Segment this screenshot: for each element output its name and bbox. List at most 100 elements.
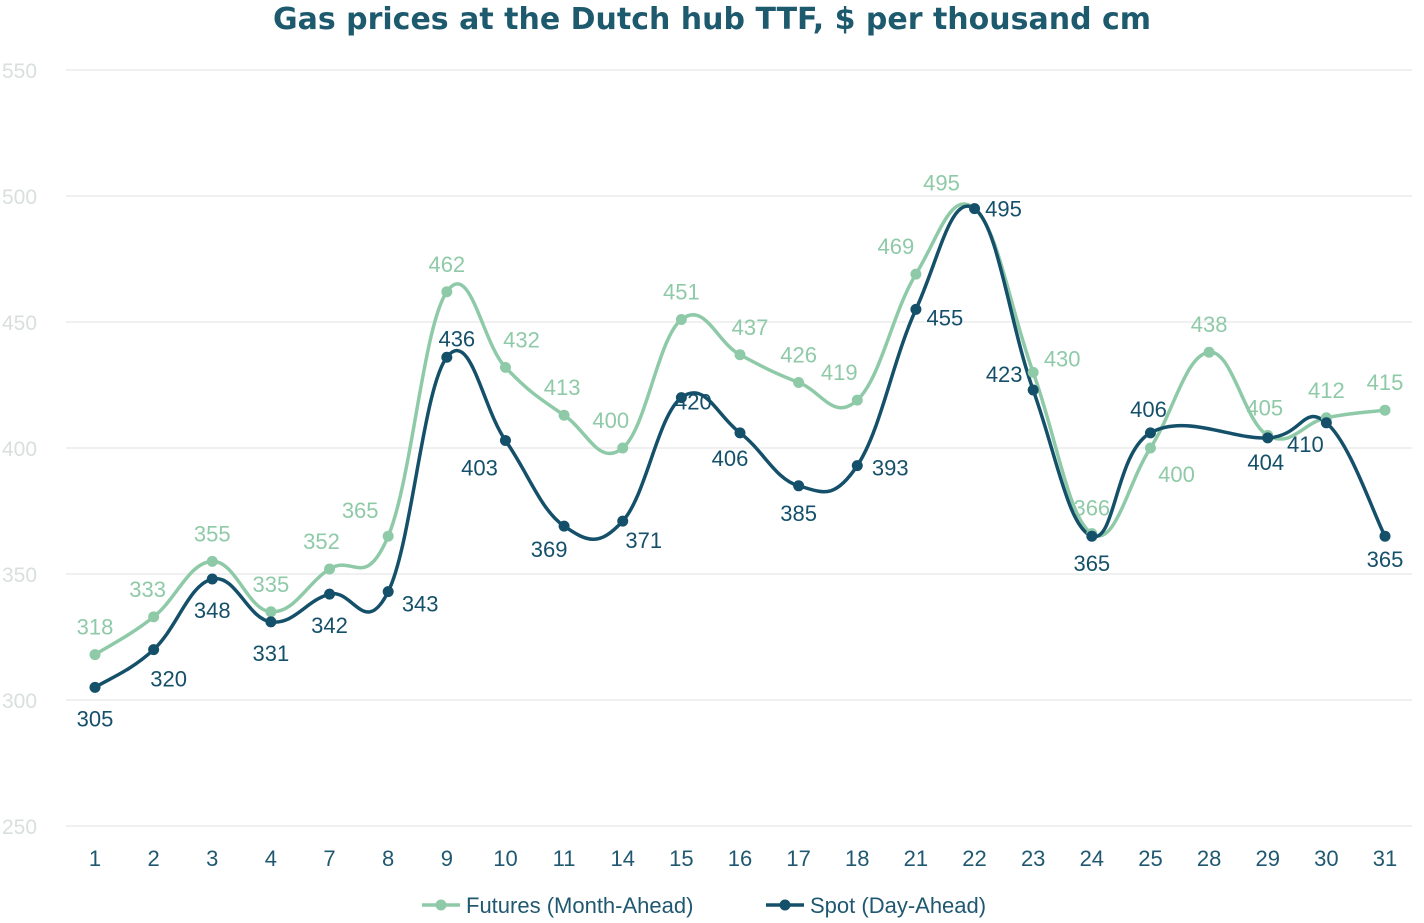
- data-point: [1027, 384, 1039, 396]
- data-label: 320: [150, 667, 187, 692]
- data-point: [1379, 404, 1391, 416]
- x-tick-label: 10: [493, 846, 517, 871]
- data-point: [734, 427, 746, 439]
- x-tick-label: 24: [1080, 846, 1104, 871]
- data-point: [206, 555, 218, 567]
- data-label: 419: [821, 360, 858, 385]
- x-tick-label: 4: [265, 846, 277, 871]
- data-label: 437: [732, 315, 769, 340]
- data-label: 412: [1308, 378, 1345, 403]
- x-tick-label: 23: [1021, 846, 1045, 871]
- data-label: 455: [927, 305, 964, 330]
- x-tick-label: 18: [845, 846, 869, 871]
- data-label: 410: [1287, 432, 1324, 457]
- data-label: 369: [531, 537, 568, 562]
- data-point: [617, 442, 629, 454]
- x-tick-label: 28: [1197, 846, 1221, 871]
- x-tick-label: 31: [1373, 846, 1397, 871]
- data-label: 355: [194, 521, 231, 546]
- data-point: [793, 480, 805, 492]
- y-tick-label: 250: [2, 816, 37, 839]
- x-tick-label: 25: [1138, 846, 1162, 871]
- data-label: 366: [1073, 496, 1110, 521]
- data-label: 406: [1130, 397, 1167, 422]
- data-label: 365: [1367, 547, 1404, 572]
- data-label: 393: [872, 456, 909, 481]
- data-label: 318: [77, 615, 114, 640]
- y-tick-label: 400: [2, 438, 37, 461]
- data-label: 426: [780, 342, 817, 367]
- y-tick-label: 550: [2, 60, 37, 83]
- legend-swatch-marker: [779, 899, 791, 911]
- data-point: [617, 515, 629, 527]
- data-point: [851, 394, 863, 406]
- x-tick-label: 9: [441, 846, 453, 871]
- data-label: 348: [194, 598, 231, 623]
- x-tick-label: 11: [553, 846, 576, 871]
- x-tick-label: 21: [904, 846, 928, 871]
- data-point: [206, 573, 218, 585]
- x-tick-label: 16: [728, 846, 752, 871]
- data-point: [265, 606, 277, 618]
- data-label: 406: [712, 446, 749, 471]
- data-label: 413: [544, 375, 581, 400]
- legend-entry: Futures (Month-Ahead): [466, 893, 693, 918]
- data-label: 430: [1044, 346, 1081, 371]
- y-tick-label: 300: [2, 690, 37, 713]
- data-label: 385: [780, 501, 817, 526]
- data-label: 365: [342, 498, 379, 523]
- data-label: 365: [1073, 551, 1110, 576]
- x-tick-label: 7: [323, 846, 335, 871]
- data-point: [1144, 427, 1156, 439]
- x-tick-label: 2: [148, 846, 160, 871]
- data-point: [1203, 346, 1215, 358]
- x-tick-label: 30: [1314, 846, 1338, 871]
- data-point: [675, 392, 687, 404]
- data-point: [1320, 417, 1332, 429]
- x-tick-label: 22: [962, 846, 986, 871]
- data-point: [558, 409, 570, 421]
- legend-swatch-marker: [435, 899, 447, 911]
- data-point: [382, 586, 394, 598]
- data-point: [1262, 432, 1274, 444]
- data-point: [441, 351, 453, 363]
- data-point: [89, 649, 101, 661]
- data-label: 436: [438, 326, 475, 351]
- legend-entry: Spot (Day-Ahead): [810, 893, 986, 918]
- data-label: 405: [1246, 395, 1283, 420]
- data-point: [675, 313, 687, 325]
- data-point: [1086, 530, 1098, 542]
- x-tick-label: 14: [610, 846, 634, 871]
- data-point: [910, 303, 922, 315]
- x-tick-label: 15: [669, 846, 693, 871]
- data-point: [1027, 366, 1039, 378]
- data-label: 451: [663, 279, 700, 304]
- y-tick-label: 350: [2, 564, 37, 587]
- data-point: [441, 286, 453, 298]
- data-point: [324, 588, 336, 600]
- y-tick-label: 500: [2, 186, 37, 209]
- x-tick-label: 8: [382, 846, 394, 871]
- data-label: 403: [461, 455, 498, 480]
- data-label: 462: [428, 252, 465, 277]
- data-point: [89, 681, 101, 693]
- data-point: [324, 563, 336, 575]
- x-tick-label: 29: [1255, 846, 1279, 871]
- chart-title: Gas prices at the Dutch hub TTF, $ per t…: [272, 2, 1152, 37]
- data-label: 432: [503, 327, 540, 352]
- data-point: [969, 203, 981, 215]
- x-tick-label: 17: [786, 846, 810, 871]
- data-point: [793, 376, 805, 388]
- data-label: 352: [303, 529, 340, 554]
- data-label: 415: [1367, 370, 1404, 395]
- data-point: [148, 644, 160, 656]
- data-label: 331: [253, 641, 290, 666]
- data-label: 420: [675, 390, 712, 415]
- data-label: 423: [986, 362, 1023, 387]
- data-label: 305: [77, 706, 114, 731]
- data-label: 400: [1158, 462, 1195, 487]
- data-point: [910, 268, 922, 280]
- data-point: [1144, 442, 1156, 454]
